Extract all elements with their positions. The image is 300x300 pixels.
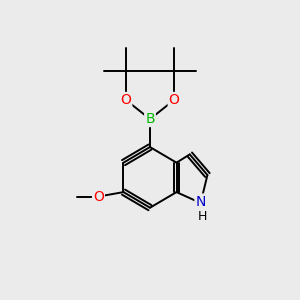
Text: O: O: [93, 190, 104, 203]
Text: N: N: [196, 194, 206, 208]
Text: B: B: [145, 112, 155, 126]
Text: O: O: [120, 93, 131, 107]
Text: H: H: [197, 210, 207, 223]
Text: O: O: [169, 93, 180, 107]
